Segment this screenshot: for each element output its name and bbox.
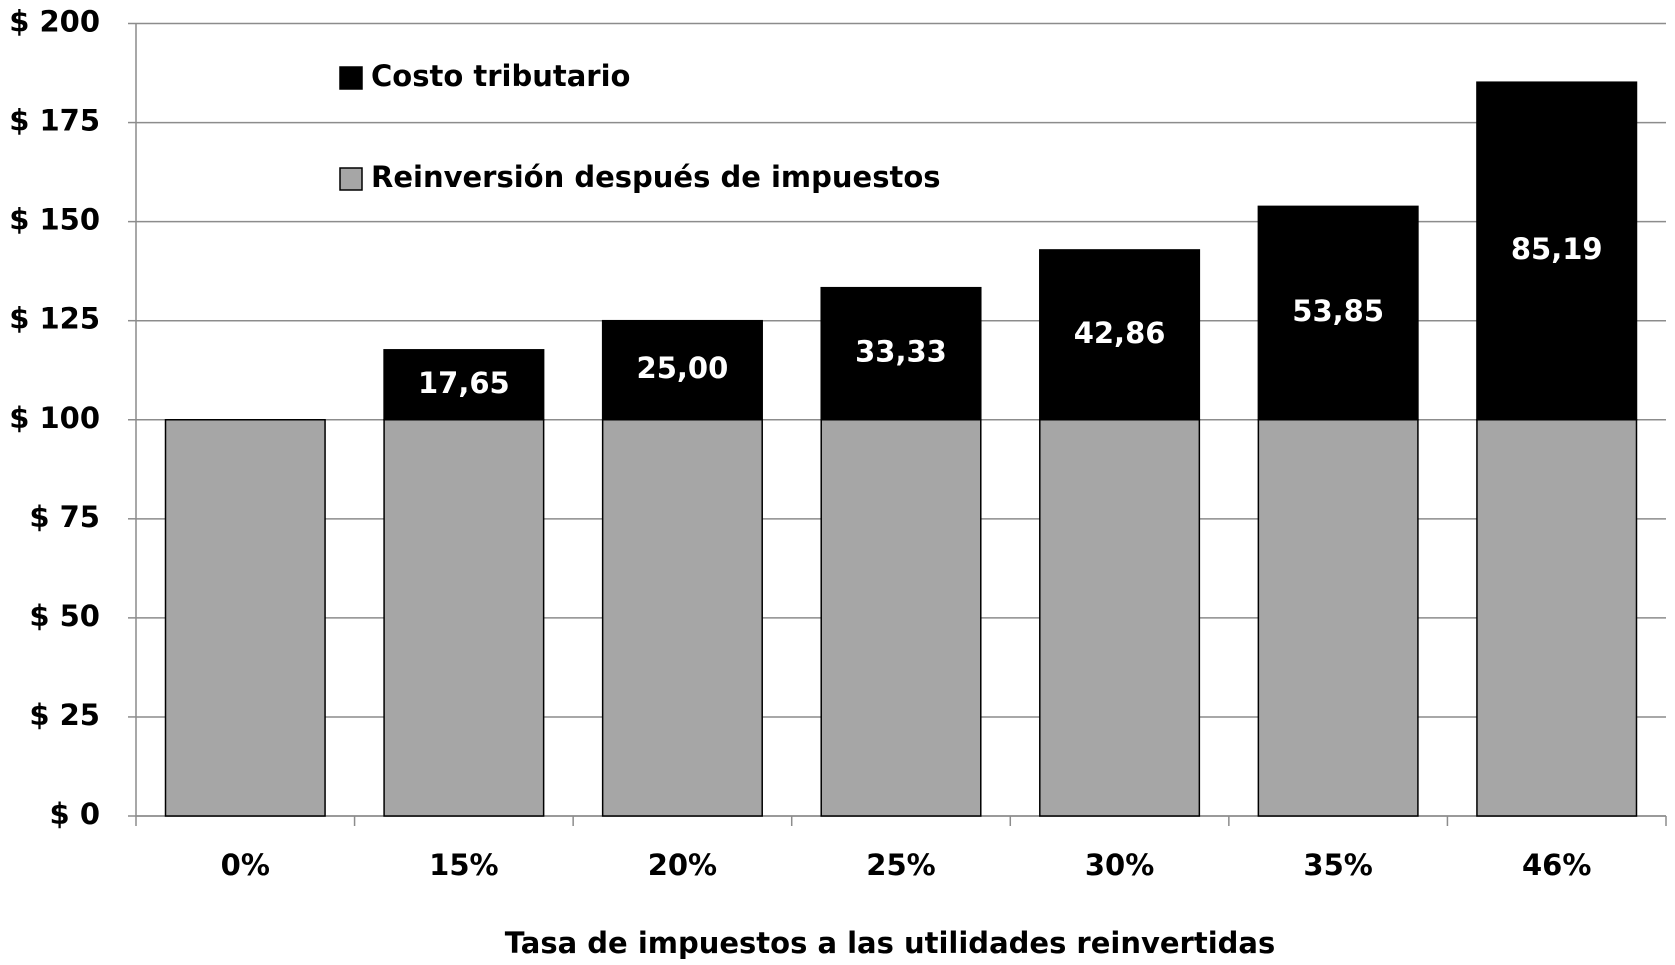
bar-segment [1039,249,1201,421]
bar-segment [1039,419,1201,817]
bar-segment [820,419,982,817]
bar-segment [1257,205,1419,421]
data-label: 25,00 [637,351,729,385]
y-tick-label: $ 125 [9,302,100,336]
x-axis-title: Tasa de impuestos a las utilidades reinv… [505,926,1276,960]
legend-label: Costo tributario [371,59,630,93]
bar-segment [1476,81,1638,421]
bar-segment [601,319,763,421]
x-tick-label: 20% [648,848,717,882]
y-tick-label: $ 200 [9,5,100,39]
bar-segment [383,419,545,817]
data-label: 42,86 [1074,316,1166,350]
x-tick-label: 46% [1522,848,1591,882]
legend-swatch [339,66,363,90]
bar-segment [164,419,326,817]
data-label: 17,65 [418,366,510,400]
bar-segment [601,419,763,817]
y-tick-label: $ 0 [50,797,100,831]
bar-segment [820,286,982,421]
x-tick-label: 35% [1303,848,1372,882]
bar-segment [1257,419,1419,817]
data-label: 53,85 [1292,294,1384,328]
x-tick-label: 30% [1085,848,1154,882]
legend-label: Reinversión después de impuestos [371,160,941,194]
legend-swatch [339,167,363,191]
y-tick-label: $ 50 [29,599,100,633]
data-label: 33,33 [855,335,947,369]
bar-segment [1476,419,1638,817]
data-label: 85,19 [1511,232,1603,266]
y-tick-label: $ 75 [29,500,100,534]
y-tick-label: $ 100 [9,401,100,435]
x-tick-label: 15% [429,848,498,882]
x-tick-label: 0% [221,848,270,882]
y-tick-label: $ 25 [29,698,100,732]
x-tick-label: 25% [866,848,935,882]
y-tick-label: $ 150 [9,203,100,237]
bar-segment [383,349,545,421]
y-tick-label: $ 175 [9,104,100,138]
